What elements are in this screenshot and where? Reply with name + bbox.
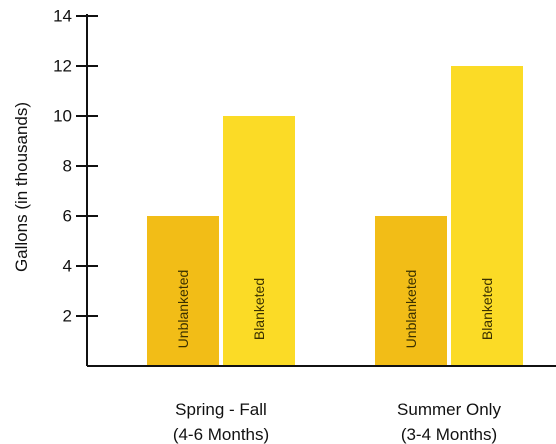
category-sublabel: (4-6 Months) (173, 425, 269, 444)
y-tick-label: 12 (53, 57, 72, 76)
y-tick-label: 4 (63, 257, 72, 276)
category-labels: Spring - Fall (4-6 Months) Summer Only (3-4… (173, 400, 502, 444)
bar-label-unblanketed-1: Unblanketed (175, 270, 191, 349)
category-label: Spring - Fall (175, 400, 267, 419)
bars-group: Unblanketed Blanketed Unblanketed Blanketed (147, 66, 523, 366)
bar-label-blanketed-2: Blanketed (479, 278, 495, 340)
bar-unblanketed-2 (375, 216, 447, 366)
bar-unblanketed-1 (147, 216, 219, 366)
y-tick-label: 10 (53, 107, 72, 126)
bar-label-unblanketed-2: Unblanketed (403, 270, 419, 349)
category-sublabel: (3-4 Months) (401, 425, 497, 444)
bar-blanketed-1 (223, 116, 295, 366)
y-tick-label: 6 (63, 207, 72, 226)
y-axis: 2 4 6 8 10 12 14 (53, 7, 98, 366)
y-tick-label: 2 (63, 307, 72, 326)
bar-blanketed-2 (451, 66, 523, 366)
y-axis-title: Gallons (in thousands) (12, 102, 31, 272)
category-label: Summer Only (397, 400, 501, 419)
y-tick-label: 8 (63, 157, 72, 176)
bar-label-blanketed-1: Blanketed (251, 278, 267, 340)
y-tick-label: 14 (53, 7, 72, 26)
